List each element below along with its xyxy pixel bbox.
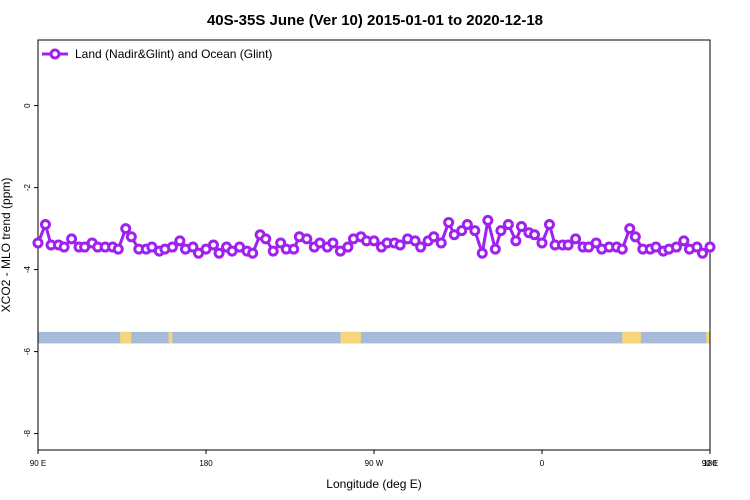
x-tick-label: 0	[540, 459, 545, 468]
data-point	[495, 225, 507, 237]
data-point	[58, 241, 70, 253]
land-segment	[622, 331, 641, 344]
data-point	[476, 247, 488, 259]
land-segment	[706, 331, 710, 344]
x-tick-label: 180	[703, 459, 717, 468]
data-point	[562, 239, 574, 251]
data-point	[678, 235, 690, 247]
data-point	[247, 247, 259, 259]
data-point	[166, 241, 178, 253]
data-point	[207, 239, 219, 251]
data-point	[342, 241, 354, 253]
x-tick-label: 90 E	[702, 459, 718, 468]
data-point	[536, 237, 548, 249]
data-point	[624, 223, 636, 235]
land-band	[38, 331, 710, 344]
data-point	[670, 241, 682, 253]
data-point	[213, 247, 225, 259]
data-point	[515, 221, 527, 233]
data-point	[510, 235, 522, 247]
land-segment	[340, 331, 361, 344]
series-layer	[32, 214, 716, 259]
data-point	[482, 214, 494, 226]
y-tick-label: 0	[23, 103, 32, 108]
y-tick-label: -4	[23, 265, 32, 273]
data-point	[629, 231, 641, 243]
data-point	[120, 223, 132, 235]
legend: Land (Nadir&Glint) and Ocean (Glint)	[42, 47, 272, 61]
data-point	[288, 243, 300, 255]
x-tick-label: 90 E	[30, 459, 46, 468]
data-point	[112, 243, 124, 255]
legend-marker	[49, 48, 61, 60]
data-point	[502, 219, 514, 230]
land-segment	[120, 331, 132, 344]
y-axis-label: XCO2 - MLO trend (ppm)	[0, 178, 13, 313]
data-point	[39, 219, 51, 230]
data-point	[704, 241, 716, 253]
y-tick-label: -6	[23, 347, 32, 355]
data-point	[489, 243, 501, 255]
legend-label: Land (Nadir&Glint) and Ocean (Glint)	[75, 47, 272, 61]
y-tick-label: -8	[23, 429, 32, 437]
data-point	[174, 235, 186, 247]
data-point	[125, 231, 137, 243]
data-point	[469, 225, 481, 237]
data-point	[267, 245, 279, 257]
ocean-band	[38, 331, 710, 344]
data-point	[301, 233, 313, 245]
data-point	[66, 233, 78, 245]
data-point	[327, 237, 339, 249]
x-tick-label: 90 W	[365, 459, 384, 468]
data-point	[443, 216, 455, 228]
x-axis-label: Longitude (deg E)	[326, 477, 421, 491]
data-point	[461, 219, 473, 230]
data-point	[543, 219, 555, 230]
data-point	[570, 233, 582, 245]
data-point	[394, 239, 406, 251]
data-point	[32, 237, 44, 249]
land-segment	[168, 331, 173, 344]
data-point	[529, 229, 541, 241]
data-point	[415, 241, 427, 253]
data-point	[260, 233, 272, 245]
x-tick-label: 180	[199, 459, 213, 468]
data-point	[616, 243, 628, 255]
data-point	[435, 237, 447, 249]
y-axis: 0 -2 -4 -6 -8	[23, 103, 38, 437]
data-point	[428, 231, 440, 243]
data-point	[368, 235, 380, 247]
y-tick-label: -2	[23, 183, 32, 191]
data-point	[697, 247, 709, 259]
chart-title: 40S-35S June (Ver 10) 2015-01-01 to 2020…	[207, 12, 543, 29]
